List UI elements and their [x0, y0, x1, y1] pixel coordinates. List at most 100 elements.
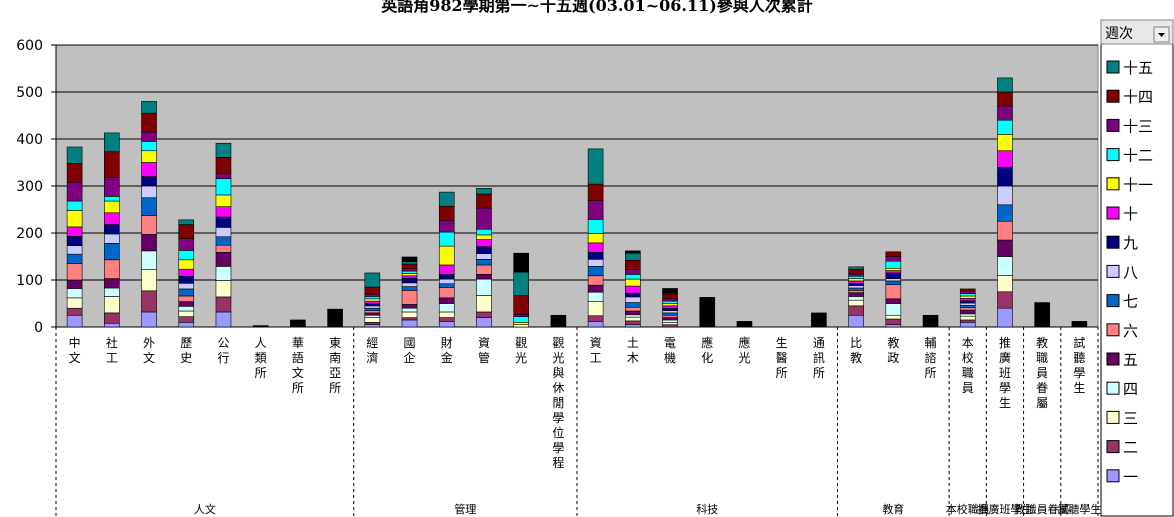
bar-segment: [66, 235, 83, 246]
bar-segment: [513, 314, 529, 317]
y-tick-label: 100: [16, 273, 43, 289]
bar-stack: [476, 188, 492, 328]
bar-stack: [736, 321, 753, 328]
x-tick-label: 推廣班學生: [999, 336, 1011, 410]
bar-segment: [215, 142, 232, 158]
bar-segment: [959, 319, 976, 323]
bar-segment: [438, 321, 455, 328]
bar-segment: [513, 271, 529, 296]
bar-segment: [848, 280, 864, 284]
bar-segment: [215, 280, 232, 298]
bar-segment: [438, 231, 455, 247]
bar-segment: [513, 295, 529, 315]
group-label: 試聽學生: [1057, 502, 1101, 516]
bar-segment: [66, 146, 83, 164]
bar-segment: [625, 285, 641, 294]
legend-swatch: [1106, 177, 1120, 191]
bar-segment: [401, 263, 418, 270]
bar-stack: [699, 297, 716, 328]
group-label: 科技: [696, 502, 718, 516]
bar-segment: [959, 288, 976, 292]
bar-segment: [401, 261, 418, 265]
bar-segment: [848, 314, 864, 328]
bar-segment: [438, 274, 455, 280]
bar-stack: [997, 77, 1013, 328]
group-label: 管理: [454, 502, 476, 516]
bar-segment: [104, 212, 120, 225]
bar-segment: [401, 290, 418, 305]
bar-segment: [401, 256, 418, 262]
bar-segment: [848, 296, 864, 301]
bar-segment: [401, 270, 418, 274]
bar-segment: [178, 321, 195, 328]
bar-segment: [997, 220, 1013, 241]
bar-segment: [401, 311, 418, 318]
bar-segment: [997, 150, 1013, 168]
bar-segment: [959, 315, 976, 321]
x-tick-label: 財金: [441, 335, 453, 365]
bar-segment: [178, 306, 195, 312]
bar-segment: [848, 285, 864, 289]
bar-segment: [997, 105, 1013, 121]
bar-segment: [885, 314, 902, 320]
bar-segment: [587, 200, 604, 220]
legend-swatch: [1106, 148, 1120, 162]
bar-segment: [215, 194, 232, 207]
x-tick-label: 教職員眷屬: [1036, 335, 1048, 410]
bar-segment: [476, 228, 492, 236]
bar-segment: [513, 324, 529, 328]
bar-segment: [215, 251, 232, 267]
bar-stack: [66, 146, 83, 328]
legend-label: 五: [1123, 351, 1138, 369]
bar-segment: [662, 288, 678, 294]
bar-stack: [959, 288, 976, 328]
bar-segment: [959, 290, 976, 294]
bar-segment: [438, 303, 455, 313]
bar-segment: [104, 287, 120, 297]
bar-segment: [662, 298, 678, 302]
bar-stack: [625, 250, 641, 328]
bar-segment: [215, 236, 232, 246]
bar-stack: [104, 132, 120, 328]
bar-segment: [848, 278, 864, 282]
bar-segment: [438, 283, 455, 288]
bar-segment: [178, 301, 195, 307]
legend-label: 二: [1123, 439, 1138, 457]
bar-segment: [104, 312, 120, 324]
bar-segment: [141, 141, 157, 152]
bar-segment: [922, 314, 939, 328]
legend-item: 十: [1106, 205, 1138, 223]
legend-label: 十五: [1123, 59, 1153, 77]
bar-segment: [625, 324, 641, 328]
bar-segment: [587, 259, 604, 267]
bar-segment: [104, 259, 120, 279]
bar-segment: [141, 150, 157, 163]
bar-segment: [476, 207, 492, 230]
y-tick-label: 200: [16, 226, 43, 242]
bar-segment: [587, 148, 604, 185]
bar-segment: [178, 316, 195, 323]
legend-item: 二: [1106, 439, 1138, 457]
legend-filter-dropdown-button[interactable]: [1153, 26, 1170, 43]
bar-segment: [141, 290, 157, 313]
bar-stack: [550, 314, 567, 328]
bar-segment: [476, 253, 492, 260]
bar-segment: [587, 183, 604, 201]
bar-segment: [1034, 302, 1050, 328]
bar-segment: [364, 286, 381, 295]
bar-segment: [66, 307, 83, 316]
bar-segment: [587, 315, 604, 322]
bar-segment: [476, 311, 492, 318]
bar-segment: [848, 290, 864, 293]
bar-segment: [997, 185, 1013, 206]
bar-stack: [215, 142, 232, 328]
x-tick-label: 資工: [590, 336, 602, 365]
legend-item: 八: [1106, 263, 1138, 281]
bar-segment: [215, 178, 232, 196]
bar-segment: [215, 227, 232, 238]
bar-stack: [252, 325, 269, 328]
bar-segment: [997, 166, 1013, 187]
bar-segment: [401, 282, 418, 287]
bar-segment: [476, 259, 492, 266]
bar-segment: [625, 250, 641, 254]
